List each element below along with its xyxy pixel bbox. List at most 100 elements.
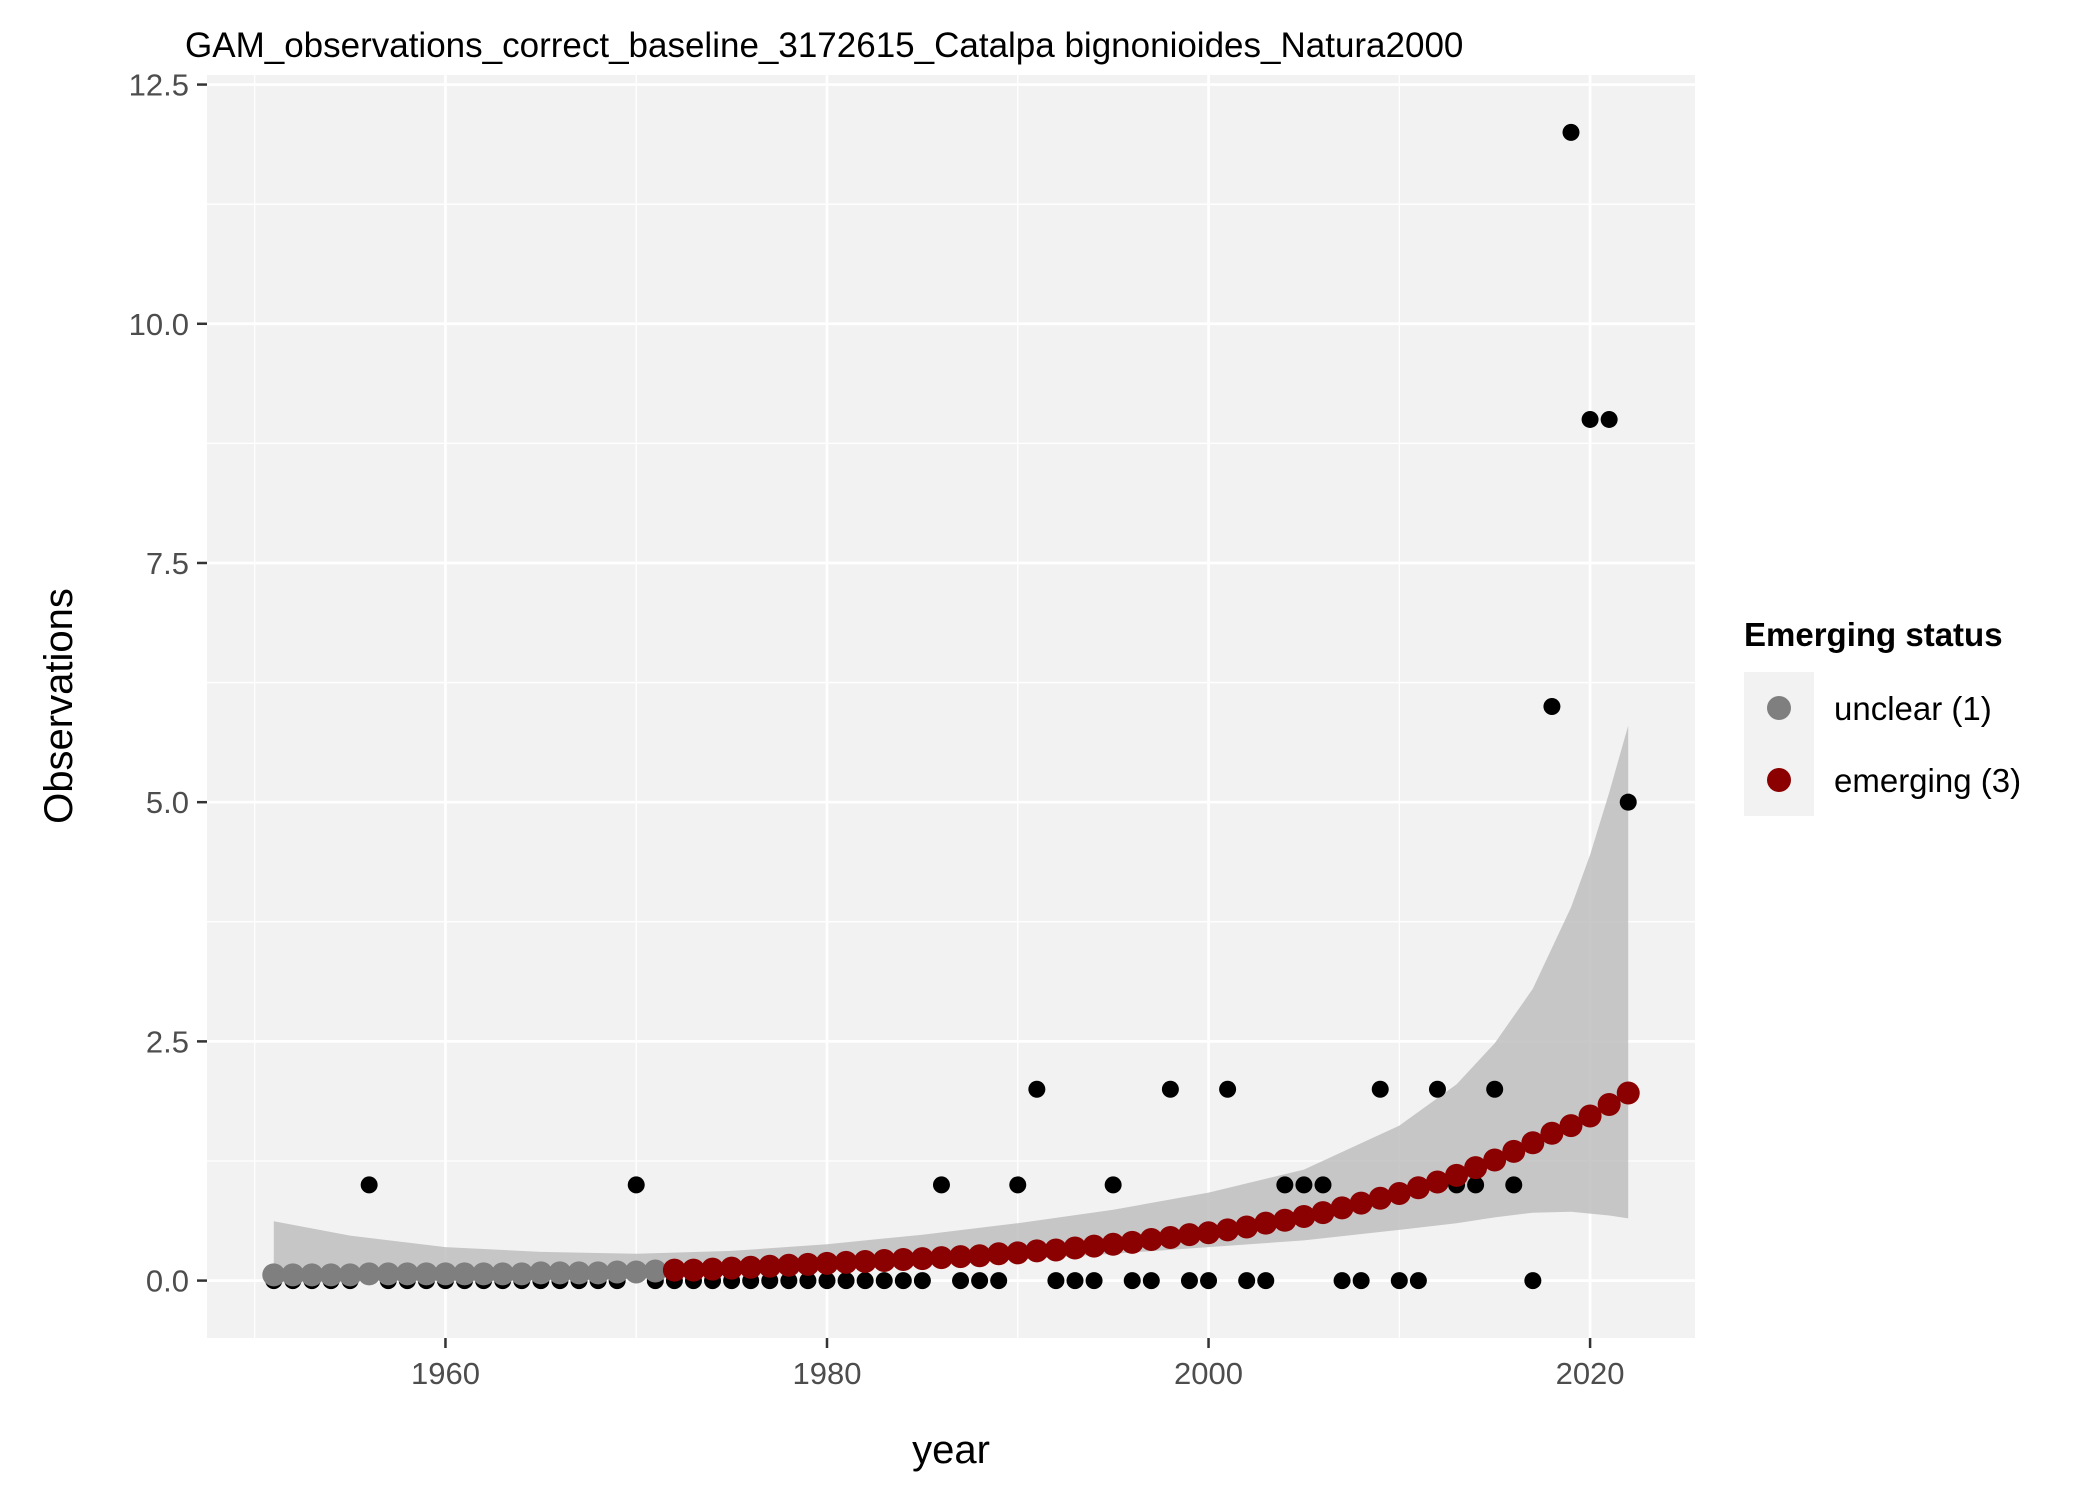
observed-point	[1467, 1176, 1485, 1194]
observed-point	[1314, 1176, 1332, 1194]
fitted-point-unclear	[376, 1262, 400, 1286]
fitted-point-emerging	[720, 1256, 744, 1280]
fitted-point-unclear	[548, 1261, 572, 1285]
fitted-point-emerging	[1120, 1230, 1144, 1254]
observed-point	[360, 1176, 378, 1194]
fitted-point-emerging	[1616, 1081, 1640, 1105]
chart-title: GAM_observations_correct_baseline_317261…	[185, 26, 1463, 65]
observed-point	[1047, 1272, 1065, 1290]
fitted-point-emerging	[1406, 1176, 1430, 1200]
fitted-point-emerging	[662, 1258, 686, 1282]
fitted-point-emerging	[872, 1248, 896, 1272]
fitted-point-unclear	[453, 1262, 477, 1286]
fitted-point-emerging	[1483, 1148, 1507, 1172]
observed-point	[1295, 1176, 1313, 1194]
fitted-point-unclear	[414, 1262, 438, 1286]
observed-point	[1066, 1272, 1084, 1290]
observed-point	[1104, 1176, 1122, 1194]
y-tick-label: 12.5	[129, 68, 189, 103]
observed-point	[1219, 1080, 1237, 1098]
x-tick-label: 1960	[411, 1356, 480, 1391]
axes: 1960 1980 2000 2020 0.0 2.5 5.0 7.5 10.0 12.5	[129, 68, 1625, 1391]
fitted-point-emerging	[1177, 1223, 1201, 1247]
x-axis-title: year	[912, 1428, 990, 1472]
legend-key-emerging	[1767, 768, 1791, 792]
observed-point	[1142, 1272, 1160, 1290]
y-tick-label: 5.0	[146, 785, 189, 820]
fitted-point-emerging	[1502, 1139, 1526, 1163]
fitted-point-unclear	[338, 1263, 362, 1287]
observed-point	[1085, 1272, 1103, 1290]
observed-point	[1409, 1272, 1427, 1290]
legend-key-background	[1744, 672, 1814, 816]
fitted-point-emerging	[1063, 1236, 1087, 1260]
fitted-point-emerging	[1368, 1186, 1392, 1210]
observed-point	[1600, 410, 1618, 428]
fitted-point-unclear	[643, 1259, 667, 1283]
observed-point	[1161, 1080, 1179, 1098]
gridlines	[207, 75, 1695, 1338]
fitted-point-emerging	[1025, 1239, 1049, 1263]
observed-point	[1009, 1176, 1027, 1194]
fitted-point-emerging	[796, 1252, 820, 1276]
y-tick-label: 7.5	[146, 546, 189, 581]
fitted-point-emerging	[1349, 1191, 1373, 1215]
fitted-point-emerging	[834, 1250, 858, 1274]
fitted-point-unclear	[605, 1260, 629, 1284]
x-tick-label: 2000	[1174, 1356, 1243, 1391]
fitted-point-emerging	[758, 1254, 782, 1278]
fitted-point-emerging	[1597, 1093, 1621, 1117]
fitted-point-unclear	[491, 1262, 515, 1286]
fitted-point-emerging	[1559, 1114, 1583, 1138]
fitted-point-emerging	[987, 1242, 1011, 1266]
fitted-point-emerging	[1425, 1170, 1449, 1194]
y-tick-label: 0.0	[146, 1264, 189, 1299]
y-tick-label: 10.0	[129, 307, 189, 342]
fitted-point-emerging	[1292, 1204, 1316, 1228]
fitted-point-emerging	[1387, 1182, 1411, 1206]
legend-key-unclear	[1767, 696, 1791, 720]
observed-point	[1200, 1272, 1218, 1290]
fitted-point-emerging	[1006, 1241, 1030, 1265]
observed-point	[799, 1272, 817, 1290]
observed-point	[1390, 1272, 1408, 1290]
observed-point	[1257, 1272, 1275, 1290]
fitted-point-unclear	[319, 1263, 343, 1287]
legend: Emerging status unclear (1) emerging (3)	[1744, 616, 2021, 816]
observed-point	[856, 1272, 874, 1290]
fitted-point-emerging	[701, 1257, 725, 1281]
observed-point	[1562, 123, 1580, 141]
observed-point	[1371, 1080, 1389, 1098]
fitted-point-unclear	[567, 1261, 591, 1285]
observed-point	[875, 1272, 893, 1290]
fitted-points	[262, 1081, 1640, 1287]
fitted-point-emerging	[968, 1244, 992, 1268]
fitted-point-unclear	[300, 1263, 324, 1287]
observed-point	[1276, 1176, 1294, 1194]
observed-point	[952, 1272, 970, 1290]
observed-point	[1524, 1272, 1542, 1290]
observed-point	[1428, 1080, 1446, 1098]
observed-point	[780, 1272, 798, 1290]
x-tick-label: 1980	[793, 1356, 862, 1391]
fitted-point-unclear	[262, 1263, 286, 1287]
observed-point	[837, 1272, 855, 1290]
fitted-point-emerging	[1235, 1215, 1259, 1239]
fitted-point-emerging	[1521, 1131, 1545, 1155]
fitted-point-emerging	[739, 1255, 763, 1279]
fitted-point-unclear	[586, 1261, 610, 1285]
fitted-point-unclear	[624, 1260, 648, 1284]
observed-point	[1123, 1272, 1141, 1290]
fitted-point-emerging	[1197, 1221, 1221, 1245]
fitted-point-unclear	[357, 1262, 381, 1286]
fitted-point-emerging	[1330, 1196, 1354, 1220]
fitted-point-emerging	[1540, 1121, 1564, 1145]
fitted-point-emerging	[1445, 1163, 1469, 1187]
observed-point	[1619, 793, 1637, 811]
observed-point	[1486, 1080, 1504, 1098]
fitted-point-emerging	[891, 1248, 915, 1272]
fitted-point-emerging	[1158, 1226, 1182, 1250]
observed-point	[1352, 1272, 1370, 1290]
fitted-point-emerging	[1216, 1218, 1240, 1242]
